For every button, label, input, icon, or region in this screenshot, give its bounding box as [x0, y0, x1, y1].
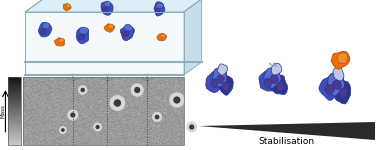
Polygon shape	[120, 25, 134, 40]
Polygon shape	[66, 4, 70, 8]
Polygon shape	[76, 28, 89, 44]
Circle shape	[173, 96, 180, 104]
Polygon shape	[327, 73, 344, 96]
Circle shape	[78, 85, 87, 95]
Polygon shape	[39, 22, 52, 37]
Bar	[25, 12, 184, 75]
Polygon shape	[54, 38, 65, 46]
Polygon shape	[155, 8, 160, 13]
Polygon shape	[102, 7, 108, 12]
Circle shape	[114, 99, 121, 107]
Circle shape	[130, 83, 144, 97]
Polygon shape	[333, 66, 344, 81]
Circle shape	[59, 126, 67, 134]
Polygon shape	[339, 88, 347, 98]
Polygon shape	[319, 77, 339, 100]
Polygon shape	[206, 71, 222, 93]
Polygon shape	[337, 53, 347, 63]
Circle shape	[169, 92, 184, 108]
Polygon shape	[222, 82, 230, 91]
Polygon shape	[270, 75, 287, 94]
Polygon shape	[331, 51, 350, 69]
Polygon shape	[40, 29, 46, 34]
Polygon shape	[211, 79, 218, 88]
Polygon shape	[264, 67, 281, 88]
Polygon shape	[325, 84, 335, 95]
Polygon shape	[217, 75, 224, 84]
Circle shape	[134, 87, 140, 93]
Bar	[8, 77, 21, 145]
Circle shape	[155, 115, 160, 119]
Polygon shape	[79, 27, 88, 34]
Polygon shape	[25, 0, 201, 12]
Polygon shape	[332, 80, 341, 89]
Text: Stabilisation: Stabilisation	[259, 137, 315, 146]
Circle shape	[67, 109, 78, 121]
Circle shape	[189, 124, 194, 130]
Polygon shape	[271, 63, 282, 75]
Polygon shape	[264, 78, 272, 88]
Polygon shape	[157, 33, 167, 41]
Circle shape	[186, 121, 197, 133]
Circle shape	[70, 112, 76, 118]
Polygon shape	[42, 22, 50, 29]
Polygon shape	[156, 3, 164, 8]
Polygon shape	[217, 64, 228, 75]
Polygon shape	[184, 0, 201, 75]
Polygon shape	[104, 24, 115, 32]
Polygon shape	[124, 24, 132, 31]
Polygon shape	[333, 80, 350, 104]
Text: Mass: Mass	[0, 104, 5, 118]
Circle shape	[61, 128, 65, 132]
Polygon shape	[104, 1, 111, 7]
Polygon shape	[161, 34, 166, 38]
Circle shape	[81, 88, 85, 92]
Polygon shape	[59, 38, 64, 43]
Circle shape	[152, 112, 162, 122]
Circle shape	[93, 123, 102, 132]
Polygon shape	[122, 31, 129, 36]
Polygon shape	[270, 74, 279, 84]
Bar	[23, 77, 184, 145]
Polygon shape	[277, 81, 284, 91]
Circle shape	[110, 95, 125, 111]
Polygon shape	[212, 68, 227, 87]
Polygon shape	[218, 75, 233, 95]
Polygon shape	[259, 70, 276, 91]
Polygon shape	[63, 4, 71, 11]
Polygon shape	[154, 2, 165, 16]
Circle shape	[96, 125, 100, 129]
Polygon shape	[199, 122, 375, 140]
Polygon shape	[101, 1, 113, 15]
Polygon shape	[108, 24, 114, 29]
Polygon shape	[78, 34, 85, 40]
